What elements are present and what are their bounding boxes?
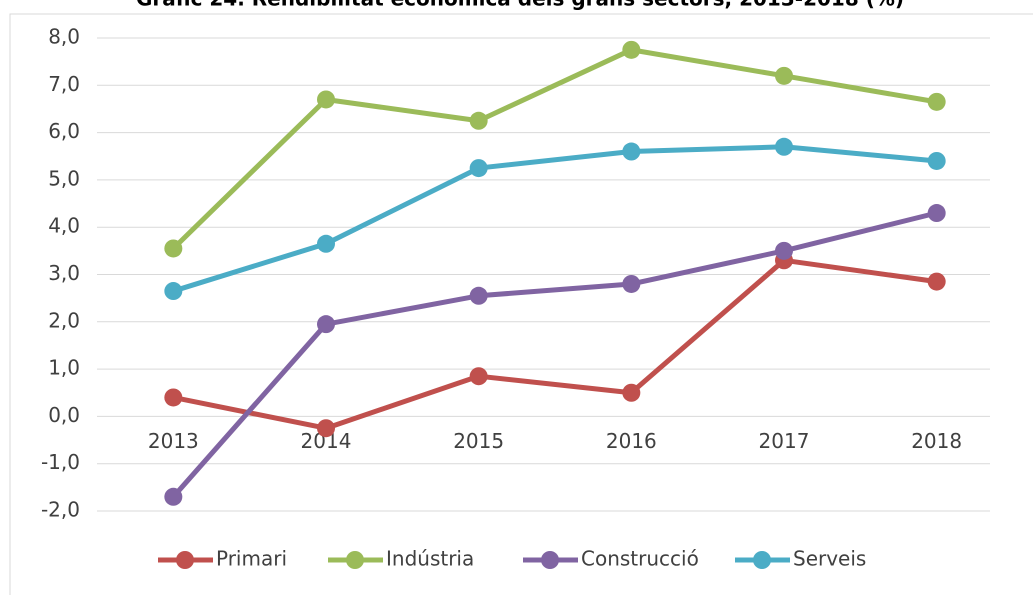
y-tick-label: -2,0	[41, 498, 80, 522]
point	[622, 40, 641, 59]
point	[775, 241, 793, 260]
x-tick-label: 2018	[911, 429, 962, 453]
chart-title: Gràfic 24. Rendibilitat econòmica dels g…	[136, 0, 904, 11]
legend-marker	[541, 551, 559, 569]
legend-label: Primari	[216, 547, 287, 571]
legend-marker	[753, 551, 771, 569]
point	[317, 234, 335, 253]
point	[469, 367, 488, 386]
y-tick-label: 2,0	[48, 308, 80, 332]
point	[164, 282, 183, 301]
point	[927, 92, 946, 111]
y-tick-label: 5,0	[48, 166, 80, 190]
y-tick-label: 0,0	[48, 403, 80, 427]
x-tick-label: 2013	[148, 429, 199, 453]
point	[775, 137, 793, 156]
point	[469, 159, 488, 178]
y-tick-label: 4,0	[48, 214, 80, 238]
point	[469, 111, 488, 130]
series-line	[171, 210, 938, 499]
x-tick-label: 2016	[606, 429, 657, 453]
point	[317, 315, 335, 334]
point	[927, 204, 946, 223]
x-tick-label: 2017	[759, 429, 810, 453]
y-tick-label: 1,0	[48, 356, 80, 380]
point	[622, 142, 641, 161]
y-tick-label: 6,0	[48, 119, 80, 143]
point	[164, 388, 183, 407]
legend-marker	[346, 551, 364, 569]
point	[164, 239, 183, 258]
legend-marker	[176, 551, 194, 569]
y-tick-label: 3,0	[48, 261, 80, 285]
chart-frame	[9, 13, 1033, 595]
point	[775, 66, 793, 85]
point	[317, 90, 335, 109]
y-tick-label: 7,0	[48, 72, 80, 96]
point	[622, 274, 641, 293]
point	[164, 487, 183, 506]
point	[927, 151, 946, 170]
y-tick-label: 8,0	[48, 25, 80, 49]
legend-label: Construcció	[581, 547, 699, 571]
point	[469, 286, 488, 305]
point	[622, 383, 641, 402]
x-tick-label: 2015	[453, 429, 504, 453]
legend-label: Serveis	[793, 547, 866, 571]
point	[927, 272, 946, 291]
y-tick-label: -1,0	[41, 450, 80, 474]
series-line	[172, 144, 937, 294]
series-line	[171, 47, 938, 251]
point	[317, 419, 335, 438]
series-line	[172, 257, 938, 431]
legend-label: Indústria	[386, 547, 474, 571]
